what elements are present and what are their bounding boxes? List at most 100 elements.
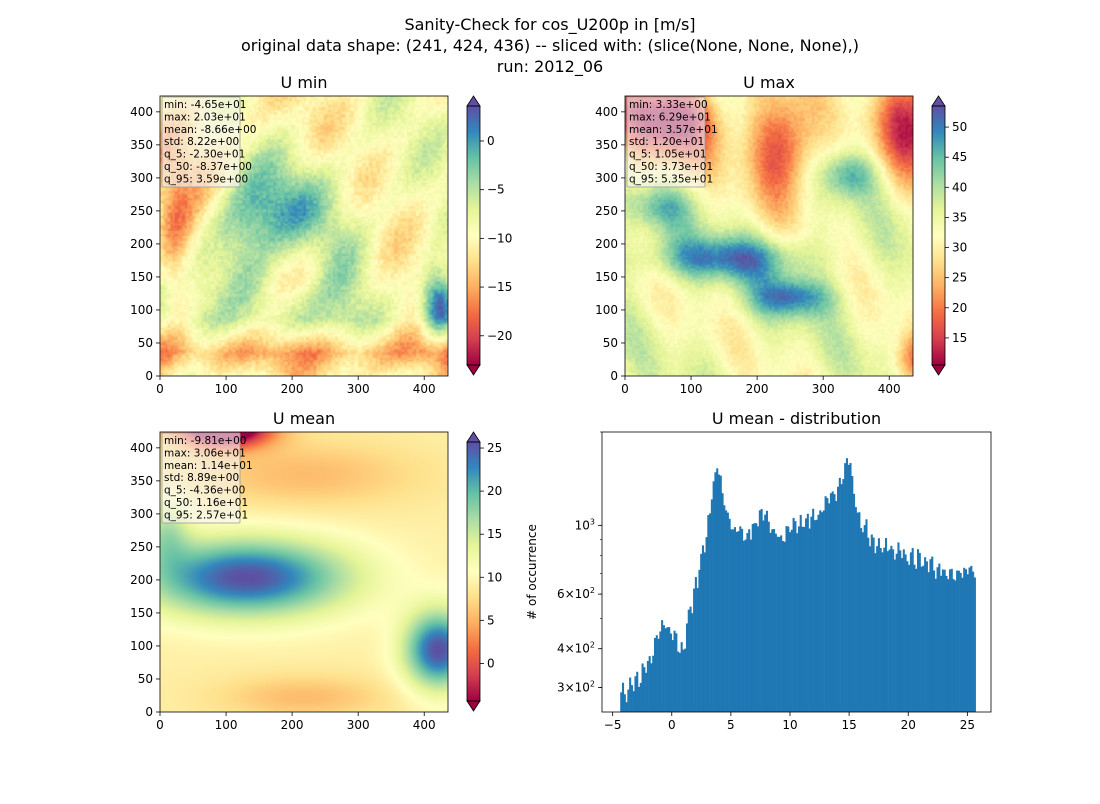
histogram-bar [787,526,790,712]
stats-line: std: 1.20e+01 [629,136,704,148]
histogram-bar [709,513,712,712]
histogram-bar [723,505,726,712]
histogram-bar [794,521,797,712]
histogram-bar [972,571,975,712]
heatmap-panel-2: U max 0 100 200 300 400 0 50 100 150 200 250 300 350 4… [595,73,967,396]
histogram-bar [789,532,792,712]
y-tick-label: 200 [130,573,153,587]
colorbar-tick-label: 10 [487,570,502,584]
stats-line: min: -9.81e+00 [164,435,246,447]
y-tick-label: 3×102 [557,679,595,694]
histogram-bar [655,635,658,712]
histogram-bar [897,542,900,712]
histogram-bar [783,541,786,712]
histogram-bar [874,553,877,712]
histogram-bar [956,570,959,712]
histogram-bar [652,655,655,712]
histogram-bar [730,529,733,712]
histogram-bar [805,518,808,712]
y-tick-label: 103 [575,517,595,532]
histogram-bar [863,525,866,712]
histogram-bar [767,521,770,712]
colorbar-extend-min [931,364,946,376]
colorbar-tick-label: 0 [487,134,495,148]
stats-line: std: 8.89e+00 [164,472,239,484]
figure-title-line-3: run: 2012_06 [497,57,603,77]
y-tick-label: 300 [130,171,153,185]
histogram-bar [739,526,742,712]
histogram-bar [746,533,749,712]
histogram-bar [716,468,719,712]
y-tick-label: 350 [595,138,618,152]
histogram-bar [700,553,703,712]
histogram-bar [961,577,964,712]
histogram-bar [808,528,811,712]
histogram-bar [906,561,909,712]
panel-title: U min [281,73,328,92]
x-tick-label: −5 [604,718,622,732]
histogram-bar [726,512,729,712]
histogram-bar [678,652,681,712]
histogram-bar [822,510,825,712]
histogram-bar [648,656,651,712]
histogram-bar [778,536,781,712]
x-tick-label: 10 [782,718,797,732]
histogram-bar [657,638,660,712]
histogram-bar [947,579,950,712]
stats-line: mean: -8.66e+00 [164,124,256,136]
histogram-bar [815,519,818,712]
y-tick-label: 250 [130,540,153,554]
colorbar-tick-label: 15 [487,527,502,541]
x-tick-label: 0 [668,718,676,732]
histogram-bar [728,518,731,712]
y-tick-label: 250 [130,204,153,218]
axes-frame [159,431,449,713]
x-tick-label: 300 [812,382,835,396]
histogram-bar [637,686,641,712]
histogram-bar [869,546,872,712]
histogram-bar [837,486,840,712]
histogram-bar [703,552,706,712]
histogram-bar [780,535,783,712]
y-tick-label: 400 [130,105,153,119]
histogram-bar [694,577,697,712]
histogram-bar [831,491,834,712]
histogram-bar [893,559,896,712]
stats-line: q_50: 1.16e+01 [164,497,248,509]
histogram-bar [932,570,936,712]
colorbar-frame [466,105,481,366]
x-tick-label: 0 [156,382,164,396]
histogram-bar [636,671,639,712]
histogram-bar [941,569,944,712]
histogram-bar [813,520,816,712]
colorbar-tick-label: 50 [952,120,967,134]
histogram-bar [732,529,735,712]
histogram-bar [781,541,785,712]
x-tick-label: 200 [746,382,769,396]
histogram-bar [959,572,962,712]
stats-line: mean: 1.14e+01 [164,460,253,472]
histogram-bar [661,620,664,712]
x-tick-label: 20 [901,718,916,732]
histogram-bar [733,527,737,712]
histogram-bar [810,516,813,712]
histogram-bar [707,515,710,712]
histogram-bar [643,667,646,712]
y-tick-label: 0 [145,705,153,719]
histogram-bar [785,526,788,712]
histogram-bar [870,534,873,712]
histogram-bar [915,568,918,712]
histogram-bar [954,580,957,712]
histogram-bar [755,523,758,712]
histogram-bar [719,475,722,712]
histogram-bar [803,526,806,712]
histogram-bar [968,567,971,712]
histogram-bar [662,625,665,712]
histogram-bar [710,499,713,712]
histogram-bar [653,637,657,712]
y-tick-label: 6×102 [557,586,595,601]
colorbar-tick-label: 45 [952,150,967,164]
histogram-bar [799,514,802,712]
colorbar-tick-label: −5 [487,183,505,197]
y-tick-label: 400 [130,441,153,455]
